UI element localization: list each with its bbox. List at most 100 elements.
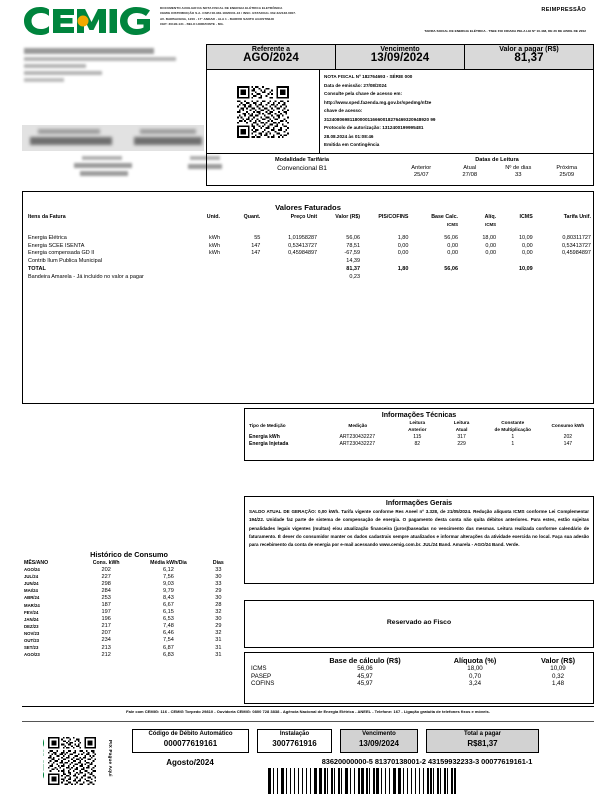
redacted-label: [140, 129, 196, 134]
redacted-line: [188, 164, 222, 169]
row-month: NOV/23: [24, 630, 40, 636]
row-reading-current: 229: [457, 441, 466, 448]
row-consumption: 253: [101, 594, 111, 601]
customer-account-block: [22, 125, 204, 151]
row-reading-previous: 82: [414, 441, 421, 448]
nf-line-url[interactable]: http://www.sped.fazenda.mg.gov.br/spedmg…: [324, 99, 432, 105]
general-info-section: Informações Gerais SALDO ATUAL DE GERAÇÃ…: [244, 496, 594, 584]
footer-divider-bottom: [22, 721, 594, 722]
row-month: AGO/23: [24, 652, 40, 658]
redacted-line: [80, 171, 128, 176]
row-consumption: 298: [101, 580, 111, 587]
row-average: 6,46: [163, 630, 174, 637]
reading-current-value: 27/08: [462, 172, 478, 178]
tariff-social-notice: TARIFA SOCIAL DE ENERGIA ELÉTRICA - TSEE…: [424, 29, 586, 33]
reading-next-label: Próxima: [556, 165, 578, 171]
tax-reserved-title: Reservado ao Fisco: [386, 619, 452, 626]
row-average: 7,48: [163, 623, 174, 630]
row-average: 6,67: [163, 602, 174, 609]
row-month: MAI/24: [24, 588, 38, 594]
nota-fiscal-details: NOTA FISCAL Nº 182764693 - SÉRIE 000 Dat…: [319, 70, 593, 153]
row-average: 7,56: [163, 573, 174, 580]
table-row: JAN/24 196 6,53 30: [22, 616, 236, 623]
stub-due-date-value: 13/09/2024: [358, 738, 400, 748]
row-unit: kWh: [209, 234, 221, 241]
row-icms-base: 0,00: [447, 250, 459, 257]
row-month: AGO/24: [24, 567, 40, 573]
reference-period-value: AGO/2024: [243, 52, 299, 64]
col-measure-type: Tipo de Medição: [249, 423, 286, 429]
table-row: ICMS 56,06 18,00 10,09: [245, 665, 593, 672]
row-month: ABR/24: [24, 595, 40, 601]
row-tax-value: 0,32: [551, 672, 565, 680]
row-average: 6,12: [163, 566, 174, 573]
invoice-header: DOCUMENTO AUXILIAR DA NOTA FISCAL DE ENE…: [0, 0, 600, 40]
row-consumption: 207: [101, 630, 111, 637]
row-item: Energia Elétrica: [28, 234, 67, 241]
general-info-title: Informações Gerais: [385, 499, 453, 507]
row-tax-base: 45,97: [357, 672, 373, 680]
table-row: Energia kWh ART230432227 115 317 1 202: [245, 434, 593, 441]
reading-days-label: Nº de dias: [505, 165, 532, 171]
legal-line-3: AV. BARBACENA, 1200 - 17° ANDAR - ALA 1 …: [160, 16, 275, 21]
row-meter: ART230432227: [339, 441, 376, 448]
consumption-history-section: Histórico de Consumo MÊS/ANO Cons. kWh M…: [22, 550, 236, 704]
nf-line-key-value: 3124080698118000011666001827646932094892…: [324, 116, 436, 122]
reading-previous-label: Anterior: [411, 165, 432, 171]
row-icms-base: [410, 273, 460, 281]
row-days: 32: [215, 609, 222, 616]
table-row: Contrib Ilum Publica Municipal 14,39: [23, 257, 593, 265]
tariff-modality-value: Convencional B1: [277, 165, 327, 172]
nf-line-protocol: Protocolo de autorização: 13124001999954…: [324, 125, 424, 131]
installation-label: Instalação: [279, 731, 310, 737]
row-days: 33: [215, 566, 222, 573]
pix-qr-code[interactable]: [48, 737, 96, 790]
row-average: 9,79: [163, 587, 174, 594]
due-date-label: Vencimento: [380, 46, 420, 53]
row-consumption: 187: [101, 602, 111, 609]
redacted-line: [74, 163, 132, 168]
row-pis-cofins: 1,80: [397, 265, 409, 272]
redacted-value: [30, 137, 112, 145]
consumption-history-title: Histórico de Consumo: [90, 550, 168, 559]
row-consumption: 196: [101, 616, 111, 623]
table-header-row: Itens da Fatura Unid. Quant. Preço Unit …: [23, 214, 593, 230]
cemig-logo-small: [22, 735, 55, 783]
row-consumption: 284: [101, 587, 111, 594]
table-row: AGO/24 202 6,12 33: [22, 566, 236, 573]
row-unit-price: [262, 257, 319, 265]
row-month: DEZ/23: [24, 623, 39, 629]
row-average: 7,54: [163, 637, 174, 644]
nf-line-number: NOTA FISCAL Nº 182764693 - SÉRIE 000: [324, 74, 413, 79]
table-row-total: TOTAL 81,37 1,80 56,06 10,09: [23, 265, 593, 273]
contact-info-line: Fale com CEMIG: 116 - CEMIG Torpedo 2981…: [126, 709, 490, 714]
table-row: MAR/24 187 6,67 28: [22, 601, 236, 608]
col-unified-tariff: Tarifa Unif.: [563, 214, 591, 220]
cemig-logo: [22, 4, 154, 38]
table-row: FEV/24 197 6,15 32: [22, 609, 236, 616]
table-row: NOV/23 207 6,46 32: [22, 630, 236, 637]
row-measure-type: Energia kWh: [249, 434, 280, 441]
nota-fiscal-qr-code[interactable]: [207, 70, 319, 153]
row-unified-tariff: [535, 265, 593, 273]
redacted-line: [24, 78, 64, 82]
row-icms: [498, 257, 535, 265]
auto-debit-code-box: Código de Débito Automático 000077619161: [132, 729, 249, 753]
row-measure-type: Energia Injetada: [249, 441, 289, 448]
row-consumption: 202: [101, 566, 111, 573]
reading-previous-value: 25/07: [413, 172, 429, 178]
col-quantity: Quant.: [243, 214, 261, 220]
row-days: 31: [215, 651, 222, 658]
row-month: OUT/23: [24, 637, 40, 643]
row-icms: 10,09: [518, 234, 533, 241]
row-days: 31: [215, 637, 222, 644]
amount-due-label: Valor a pagar (R$): [499, 46, 559, 53]
table-row: Energia Elétrica kWh 55 1,01958287 56,06…: [23, 234, 593, 242]
col-unit: Unid.: [206, 214, 221, 220]
row-icms-rate: 0,00: [485, 242, 497, 249]
row-days: 32: [215, 630, 222, 637]
row-average: 8,43: [163, 594, 174, 601]
row-reading-current: 317: [457, 434, 466, 441]
billed-values-table: Itens da Fatura Unid. Quant. Preço Unit …: [23, 214, 593, 281]
row-average: 6,15: [163, 609, 174, 616]
